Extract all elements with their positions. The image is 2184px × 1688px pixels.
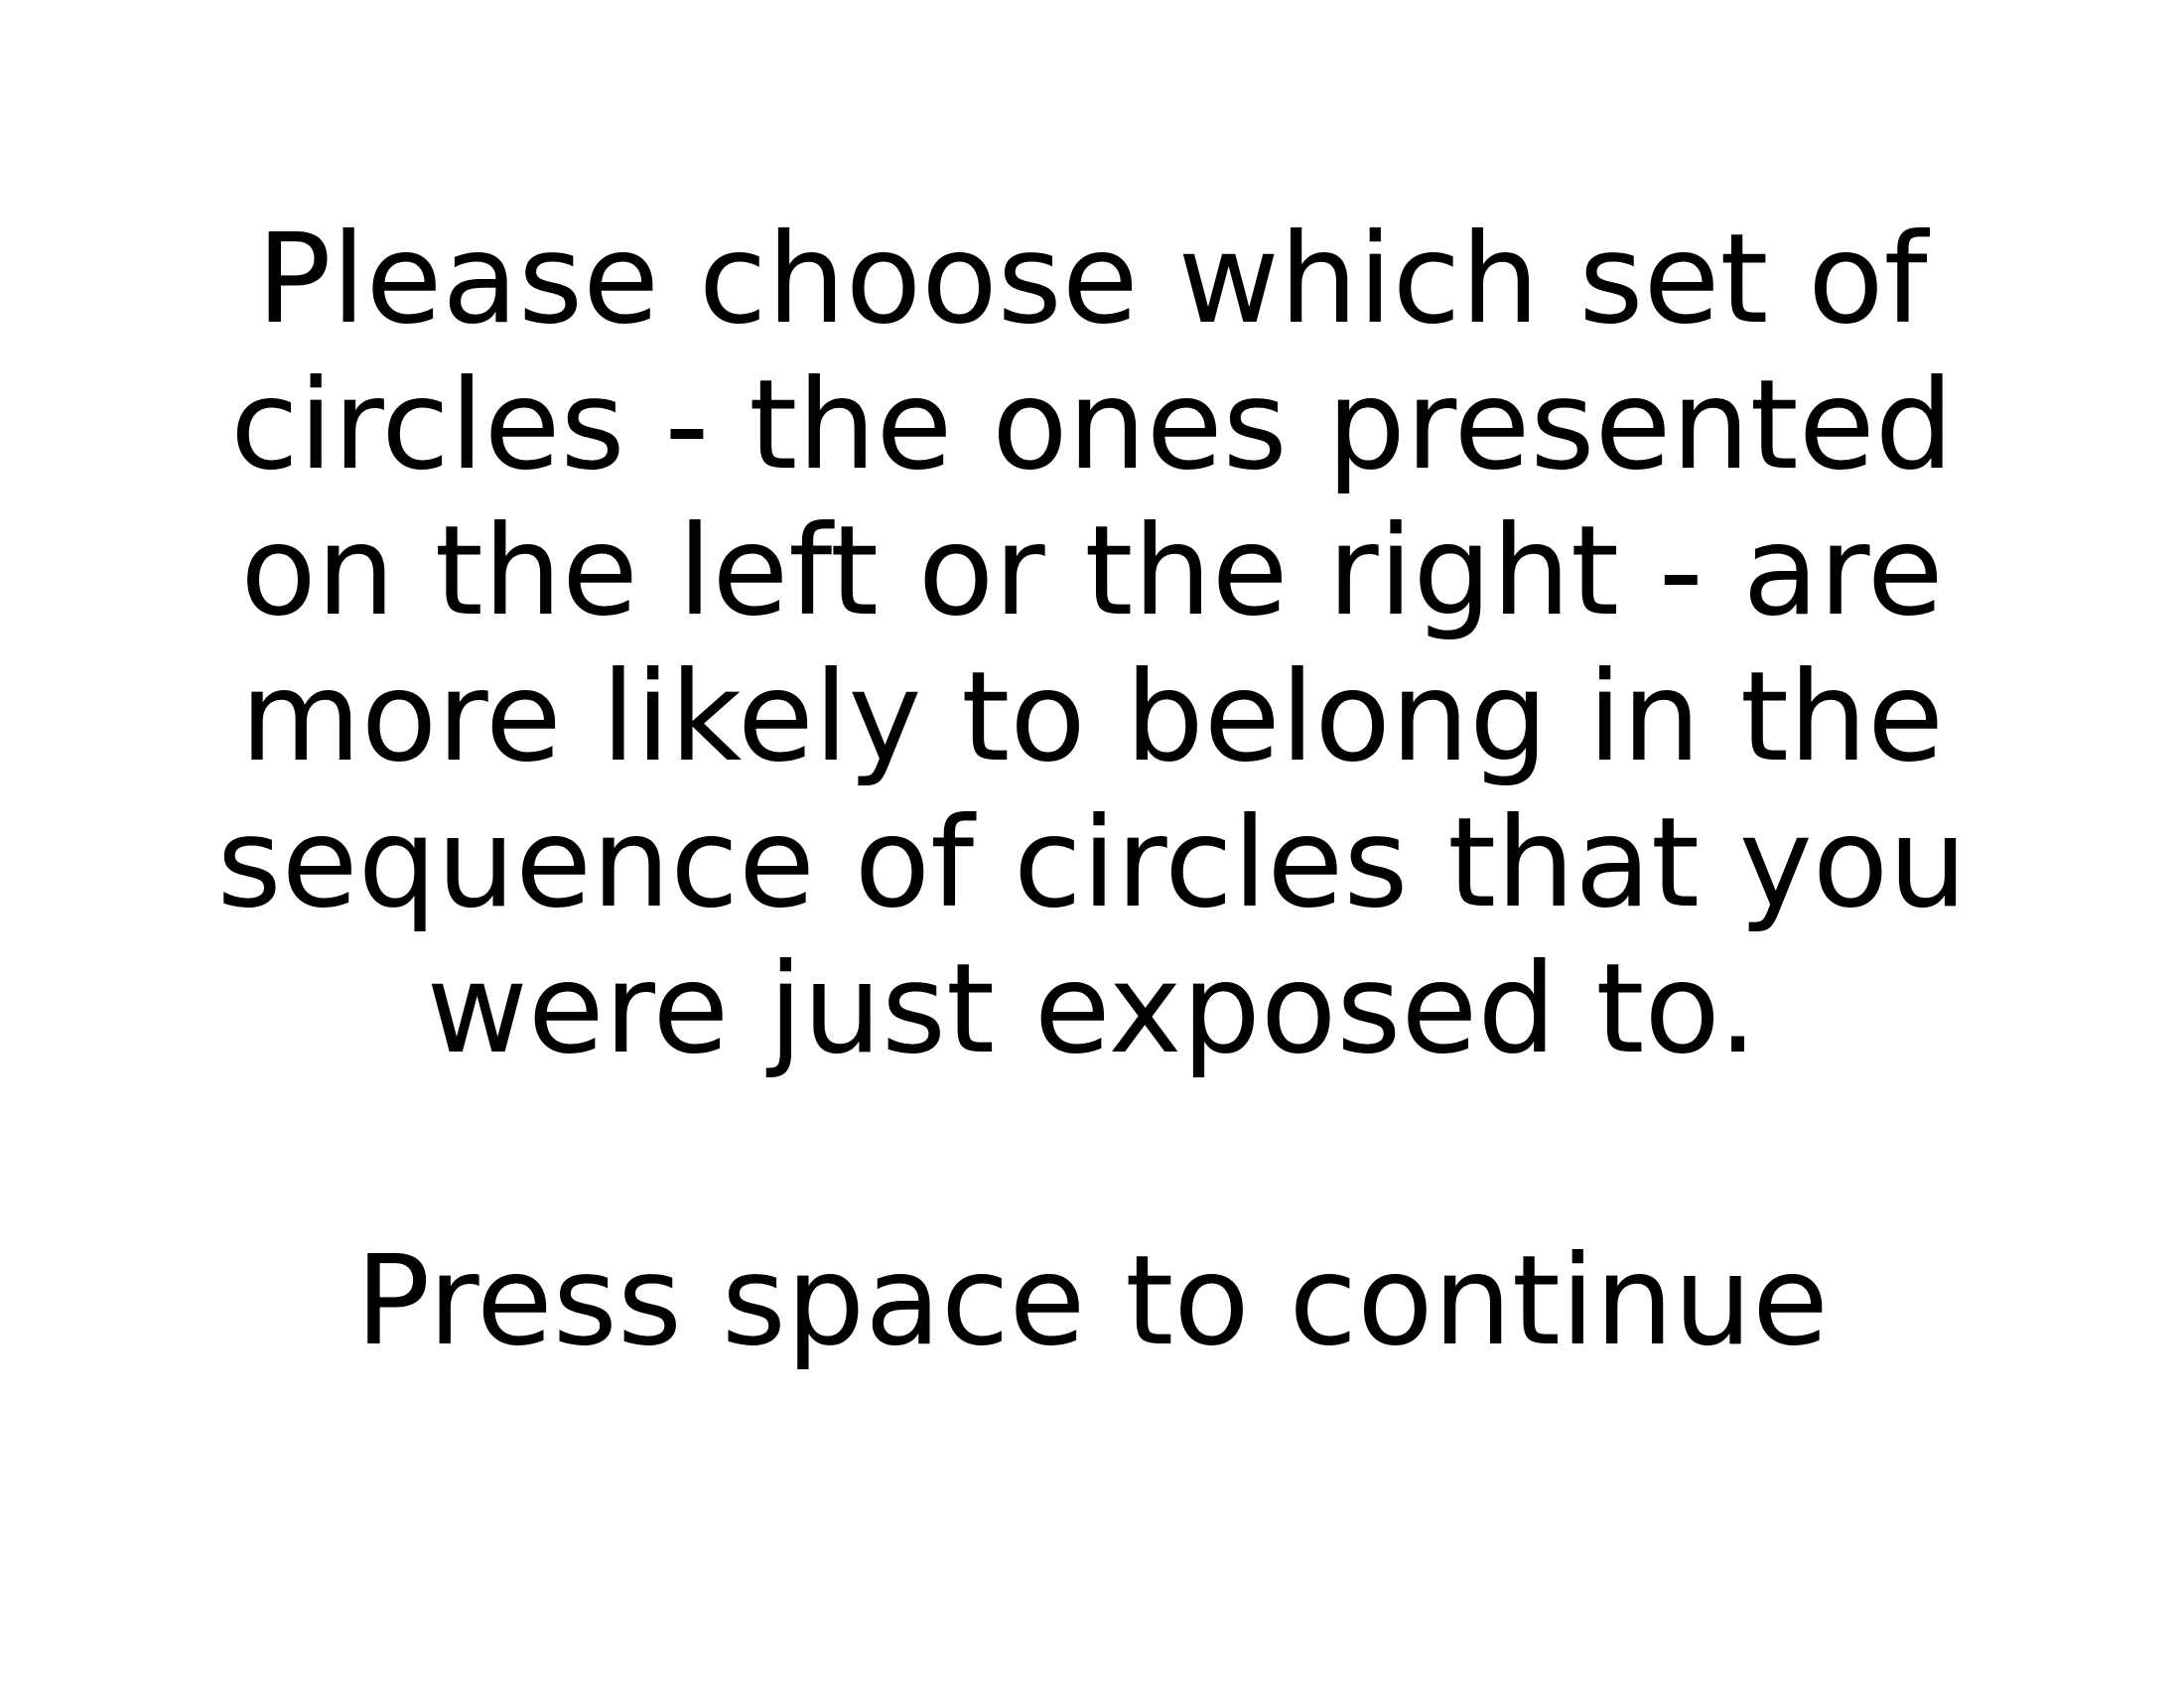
instruction-line-2: circles - the ones presented <box>230 353 1954 497</box>
instruction-line-3: on the left or the right - are <box>240 499 1944 643</box>
instruction-line-6: were just exposed to. <box>426 937 1758 1081</box>
instruction-line-5: sequence of circles that you <box>216 791 1968 935</box>
instruction-line-4: more likely to belong in the <box>239 645 1945 789</box>
instruction-text: Please choose which set of circles - the… <box>199 207 1985 1374</box>
continue-prompt: Press space to continue <box>355 1229 1829 1373</box>
spacer <box>199 1082 1985 1228</box>
instruction-line-1: Please choose which set of <box>256 208 1928 352</box>
